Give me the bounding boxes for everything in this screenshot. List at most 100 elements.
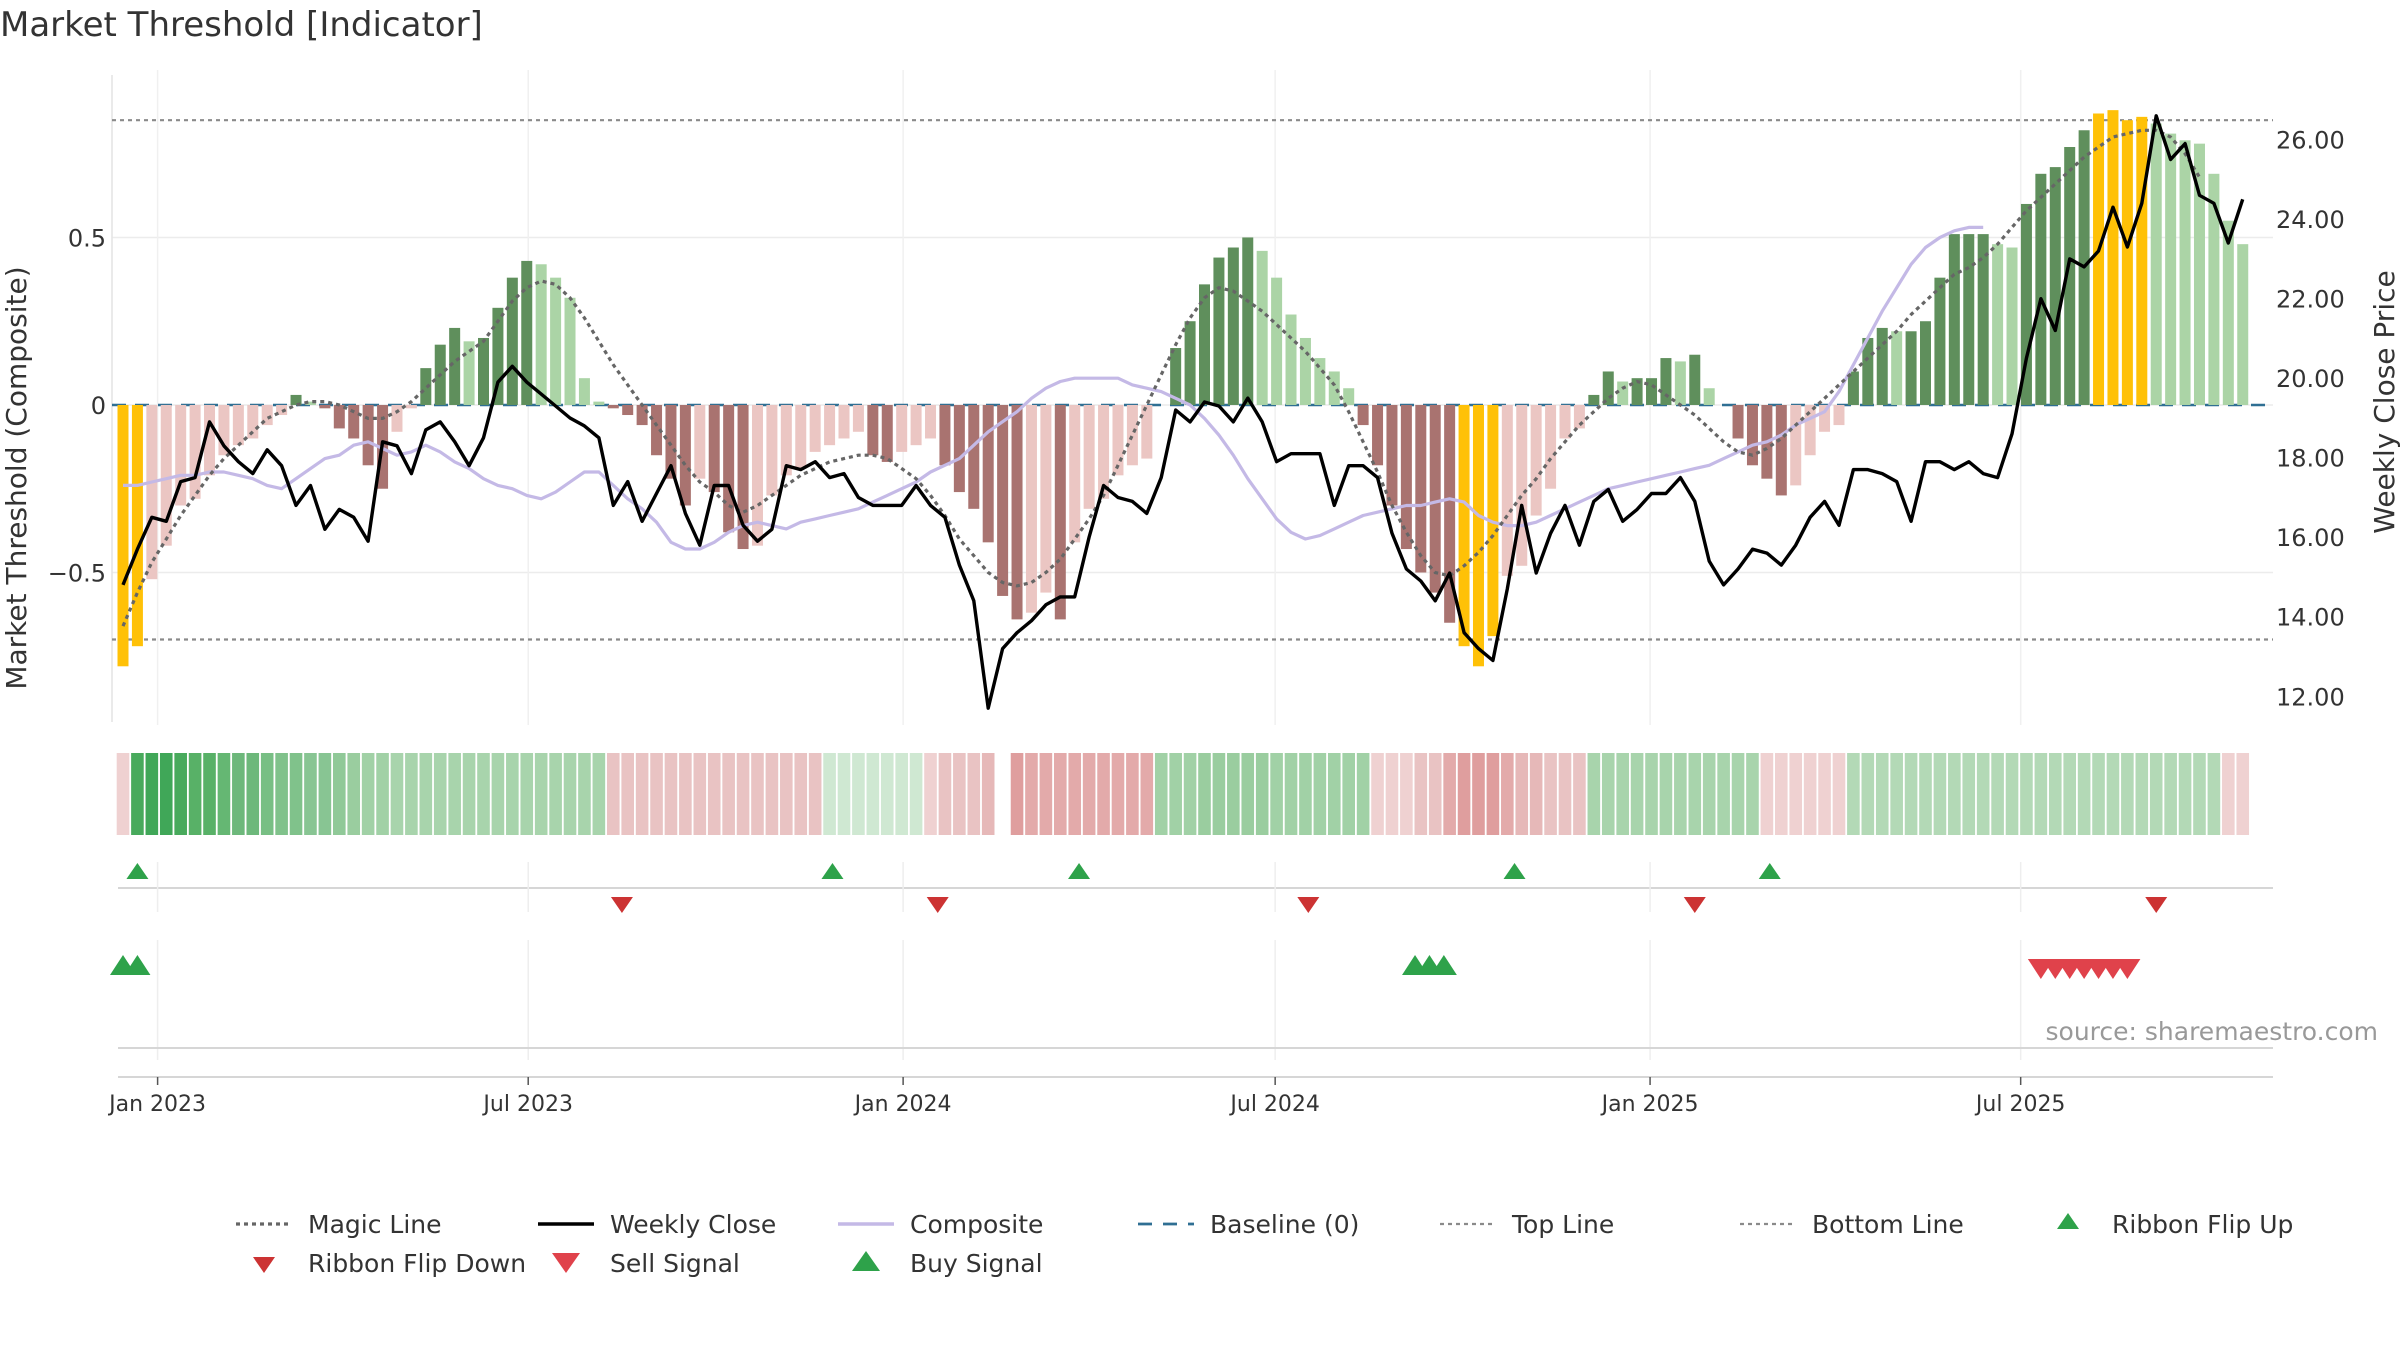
- composite-bar-145: [2208, 173, 2220, 405]
- composite-bar-54: [896, 404, 908, 452]
- composite-bar-63: [1025, 404, 1037, 613]
- composite-bar-20: [405, 404, 417, 409]
- composite-bar-36: [636, 404, 648, 426]
- ribbon-cell-99: [1544, 753, 1557, 835]
- composite-bar-17: [362, 404, 374, 466]
- ribbon-cell-16: [347, 753, 361, 835]
- ribbon-flip-up-marker-2: [1068, 863, 1091, 879]
- ribbon-cell-77: [1227, 753, 1240, 835]
- ribbon-cell-139: [2121, 753, 2134, 835]
- ribbon-cell-55: [909, 753, 923, 835]
- composite-bar-69: [1112, 404, 1124, 476]
- composite-bar-28: [521, 260, 533, 405]
- chart-title: Market Threshold [Indicator]: [0, 5, 483, 45]
- ribbon-cell-31: [563, 753, 577, 835]
- composite-bar-93: [1458, 404, 1470, 647]
- composite-bar-113: [1746, 404, 1758, 466]
- ribbon-cell-105: [1630, 753, 1644, 835]
- ribbon-cell-65: [1054, 753, 1067, 835]
- composite-bar-47: [795, 404, 807, 469]
- ribbon-cell-22: [433, 753, 447, 835]
- ribbon-cell-61: [996, 753, 1009, 835]
- ribbon-cell-96: [1501, 753, 1514, 835]
- ribbon-cell-23: [448, 753, 461, 835]
- composite-bar-103: [1602, 371, 1614, 405]
- ribbon-cell-85: [1342, 753, 1355, 835]
- ribbon-cell-146: [2222, 753, 2235, 835]
- ribbon-cell-35: [621, 753, 634, 835]
- ribbon-flip-down-marker-2: [1297, 897, 1320, 913]
- composite-bar-110: [1703, 388, 1715, 405]
- legend-item-8: Sell Signal: [552, 1249, 740, 1278]
- x-tick-label-3: Jul 2024: [1228, 1092, 1320, 1117]
- ribbon-cell-0: [116, 753, 130, 835]
- composite-bar-99: [1545, 404, 1557, 489]
- ribbon-cell-59: [967, 753, 981, 835]
- legend-item-7: Ribbon Flip Down: [253, 1249, 526, 1278]
- ribbon-cell-109: [1688, 753, 1702, 835]
- ribbon-cell-134: [2048, 753, 2062, 835]
- ribbon-cell-72: [1154, 753, 1168, 835]
- composite-bar-135: [2064, 147, 2076, 405]
- ribbon-flip-panel: [118, 862, 2273, 913]
- ribbon-cell-107: [1659, 753, 1673, 835]
- composite-bar-108: [1674, 361, 1686, 405]
- ribbon-cell-132: [2020, 753, 2033, 835]
- ribbon-cell-48: [808, 753, 822, 835]
- composite-bar-83: [1314, 358, 1326, 405]
- composite-bar-109: [1689, 354, 1701, 405]
- ribbon-cell-47: [794, 753, 808, 835]
- ribbon-cell-2: [145, 753, 159, 835]
- ribbon-cell-113: [1746, 753, 1759, 835]
- ribbon-cell-53: [880, 753, 894, 835]
- legend-item-6: Ribbon Flip Up: [2057, 1210, 2293, 1239]
- ribbon-cell-44: [751, 753, 764, 835]
- ribbon-cell-104: [1616, 753, 1629, 835]
- composite-bar-81: [1285, 314, 1297, 405]
- trend-ribbon: [116, 753, 2250, 835]
- composite-bar-91: [1429, 404, 1441, 593]
- composite-bar-131: [2006, 247, 2018, 405]
- composite-bar-73: [1170, 348, 1182, 405]
- left-tick-label-2: −0.5: [48, 559, 106, 587]
- ribbon-cell-9: [246, 753, 260, 835]
- ribbon-cell-42: [722, 753, 735, 835]
- composite-bar-66: [1069, 404, 1081, 543]
- composite-bar-1: [131, 404, 143, 647]
- ribbon-flip-down-marker-0: [610, 897, 633, 913]
- composite-bar-121: [1862, 337, 1874, 405]
- composite-bar-57: [939, 404, 951, 466]
- ribbon-cell-141: [2149, 753, 2163, 835]
- ribbon-cell-12: [289, 753, 303, 835]
- ribbon-cell-34: [606, 753, 620, 835]
- ribbon-cell-46: [780, 753, 793, 835]
- ribbon-cell-30: [549, 753, 562, 835]
- ribbon-cell-76: [1212, 753, 1226, 835]
- composite-bar-140: [2136, 116, 2148, 405]
- composite-bar-25: [478, 337, 489, 405]
- ribbon-cell-122: [1875, 753, 1889, 835]
- ribbon-cell-129: [1976, 753, 1990, 835]
- ribbon-cell-49: [823, 753, 836, 835]
- composite-bar-42: [723, 404, 735, 533]
- ribbon-cell-100: [1558, 753, 1572, 835]
- composite-bar-126: [1934, 277, 1946, 405]
- x-tick-label-2: Jan 2024: [853, 1092, 952, 1117]
- ribbon-cell-115: [1775, 753, 1788, 835]
- composite-bar-2: [146, 404, 158, 580]
- series-lines: [121, 114, 2245, 710]
- composite-bar-97: [1516, 404, 1528, 566]
- composite-bar-101: [1573, 404, 1585, 429]
- composite-bar-100: [1559, 404, 1571, 439]
- ribbon-cell-147: [2236, 753, 2250, 835]
- composite-bar-105: [1631, 378, 1643, 405]
- ribbon-cell-79: [1255, 753, 1269, 835]
- ribbon-cell-119: [1832, 753, 1846, 835]
- source-credit: source: sharemaestro.com: [2046, 1017, 2379, 1046]
- ribbon-cell-92: [1443, 753, 1456, 835]
- composite-bar-30: [550, 277, 562, 405]
- legend-swatch-9: [852, 1251, 880, 1271]
- sell-signal-marker-6: [2114, 959, 2141, 979]
- composite-bar-84: [1328, 371, 1340, 405]
- ribbon-flip-down-marker-4: [2145, 897, 2168, 913]
